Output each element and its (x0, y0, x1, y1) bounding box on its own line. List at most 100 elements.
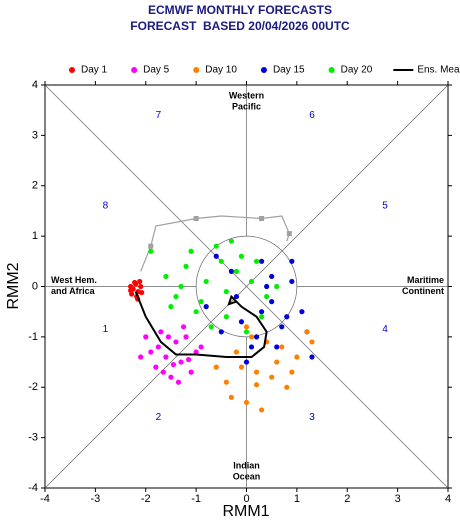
point (233, 268, 240, 274)
region-label: Indian (233, 460, 260, 470)
point (143, 334, 149, 340)
point (233, 349, 240, 355)
point (193, 309, 199, 315)
point (132, 279, 138, 286)
point (228, 394, 234, 400)
x-tick-label: 4 (445, 493, 451, 505)
point (238, 319, 245, 325)
point (253, 258, 260, 264)
chart-title: ECMWF MONTHLY FORECASTS (148, 3, 332, 17)
point (259, 314, 265, 320)
region-label: West Hem. (51, 275, 97, 285)
point (228, 268, 234, 274)
y-tick-label: 4 (32, 79, 38, 91)
point (248, 344, 255, 350)
legend-label: Day 1 (81, 65, 108, 76)
point (289, 258, 295, 264)
point (274, 283, 280, 290)
point (253, 369, 260, 375)
x-tick-label: -1 (191, 493, 201, 505)
point (243, 324, 250, 330)
point (248, 334, 255, 340)
trajectory-marker (148, 243, 154, 249)
point (243, 399, 250, 405)
phase-label: 8 (103, 201, 109, 212)
point (264, 283, 270, 290)
point (138, 354, 144, 360)
point (183, 263, 189, 269)
point (203, 278, 209, 285)
x-tick-label: -2 (141, 493, 151, 505)
point (269, 299, 275, 305)
legend-marker (260, 67, 267, 73)
trajectory-marker (286, 231, 292, 237)
point (284, 384, 290, 390)
point (253, 334, 260, 340)
y-tick-label: 3 (32, 129, 38, 141)
point (203, 304, 209, 310)
point (173, 293, 179, 300)
point (198, 344, 204, 350)
point (218, 258, 224, 264)
point (274, 344, 280, 350)
point (178, 283, 184, 290)
point (183, 334, 189, 340)
point (170, 361, 177, 368)
y-tick-label: -3 (28, 432, 38, 444)
point (259, 258, 265, 264)
phase-label: 1 (103, 324, 109, 335)
legend-label: Day 5 (143, 65, 170, 76)
point (158, 329, 164, 335)
phase-label: 7 (156, 110, 162, 121)
phase-label: 5 (382, 201, 388, 212)
point (289, 278, 295, 285)
x-tick-label: -4 (40, 493, 50, 505)
point (160, 369, 166, 375)
point (153, 364, 159, 370)
point (165, 334, 172, 340)
point (155, 344, 161, 350)
legend-label: Ens. Mean (417, 65, 460, 76)
point (213, 253, 219, 259)
point (223, 379, 229, 385)
point (279, 324, 285, 330)
y-tick-label: 2 (32, 180, 38, 192)
x-tick-label: 3 (395, 493, 401, 505)
point (139, 289, 145, 296)
chart-subtitle: FORECAST BASED 20/04/2026 00UTC (130, 19, 350, 33)
y-tick-label: 0 (32, 280, 38, 292)
y-tick-label: 1 (32, 230, 38, 242)
point (248, 278, 255, 285)
point (208, 324, 214, 330)
point (294, 354, 300, 360)
legend-label: Day 20 (341, 65, 373, 76)
trajectory-marker (193, 215, 199, 221)
point (218, 329, 224, 335)
y-axis-label: RMM2 (5, 262, 22, 309)
point (243, 359, 250, 365)
y-tick-label: -1 (28, 331, 38, 343)
region-label: Pacific (232, 101, 261, 111)
point (168, 374, 174, 380)
unit-circle (195, 235, 298, 338)
point (178, 359, 184, 365)
diagonal (44, 84, 449, 489)
point (137, 278, 143, 285)
x-tick-label: -3 (90, 493, 100, 505)
point (309, 339, 315, 345)
point (304, 329, 310, 335)
point (138, 283, 144, 290)
point (299, 309, 305, 315)
point (193, 349, 199, 355)
point (233, 293, 240, 300)
phase-label: 6 (309, 110, 315, 121)
point (279, 344, 285, 350)
trajectory-marker (259, 215, 265, 221)
point (180, 324, 187, 330)
region-label: Western (229, 90, 264, 100)
region-label: Ocean (233, 471, 261, 481)
region-label: and Africa (51, 286, 96, 296)
phase-label: 2 (156, 412, 162, 423)
point (148, 349, 154, 355)
